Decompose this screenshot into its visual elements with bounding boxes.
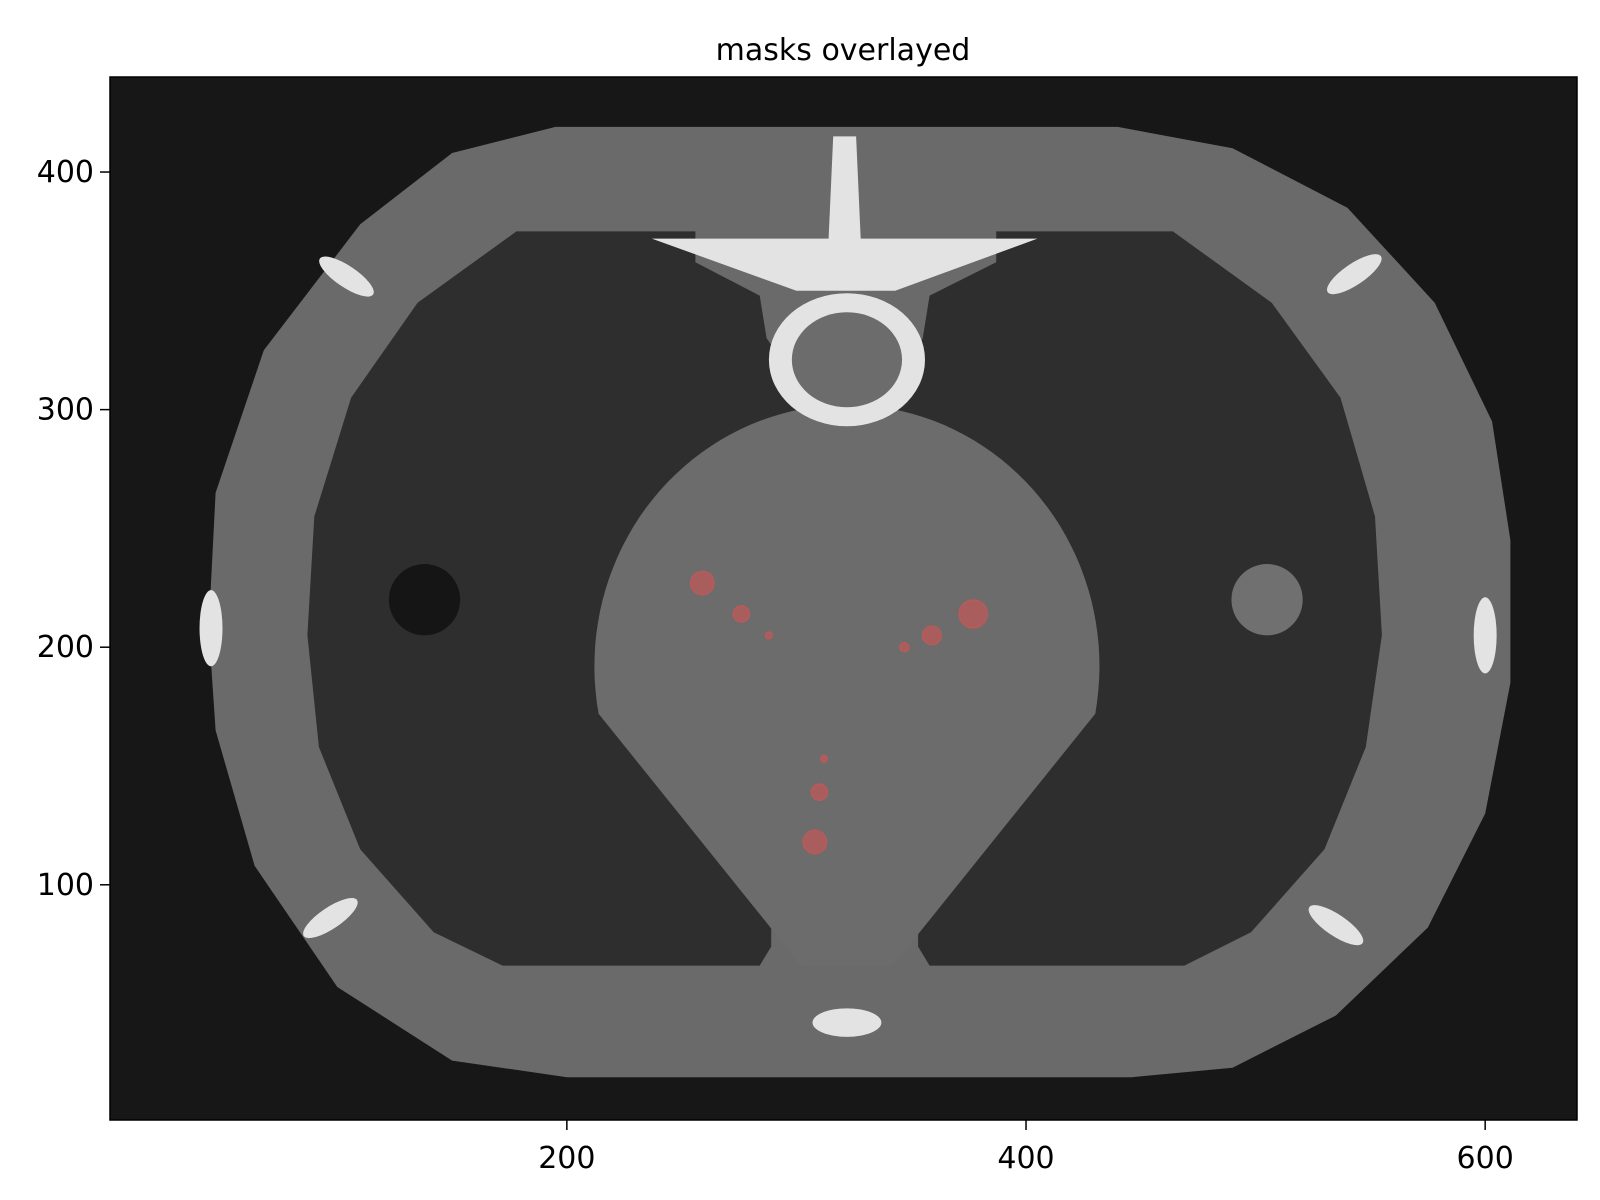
mask-point <box>764 631 773 640</box>
heart-region <box>594 404 1100 966</box>
rib-inserts <box>199 254 1497 1037</box>
x-tick-label: 400 <box>997 1141 1054 1176</box>
plot-frame <box>109 76 1578 1121</box>
y-axis: 100 200 300 400 <box>37 155 110 903</box>
sternum-bone <box>651 136 1038 291</box>
y-tick-label: 200 <box>37 630 94 665</box>
y-tick-label: 300 <box>37 393 94 428</box>
mask-point <box>921 625 942 646</box>
y-tick-label: 100 <box>37 868 94 903</box>
mask-point <box>689 570 715 596</box>
image-plot-area <box>110 77 1577 1120</box>
chart-title: masks overlayed <box>716 33 971 68</box>
light-insert <box>1231 564 1303 636</box>
y-tick-label: 400 <box>37 155 94 190</box>
mask-point <box>810 783 829 801</box>
mask-point <box>819 754 829 763</box>
dark-insert <box>388 564 461 636</box>
x-axis: 200 400 600 <box>538 1120 1514 1176</box>
mask-point <box>802 829 828 855</box>
x-tick-label: 200 <box>538 1141 595 1176</box>
mask-point <box>899 641 910 653</box>
mask-point <box>732 605 751 623</box>
mask-point <box>958 599 988 629</box>
vertebra-ring <box>768 293 925 427</box>
x-tick-label: 600 <box>1457 1141 1514 1176</box>
mask-overlay <box>689 570 988 855</box>
